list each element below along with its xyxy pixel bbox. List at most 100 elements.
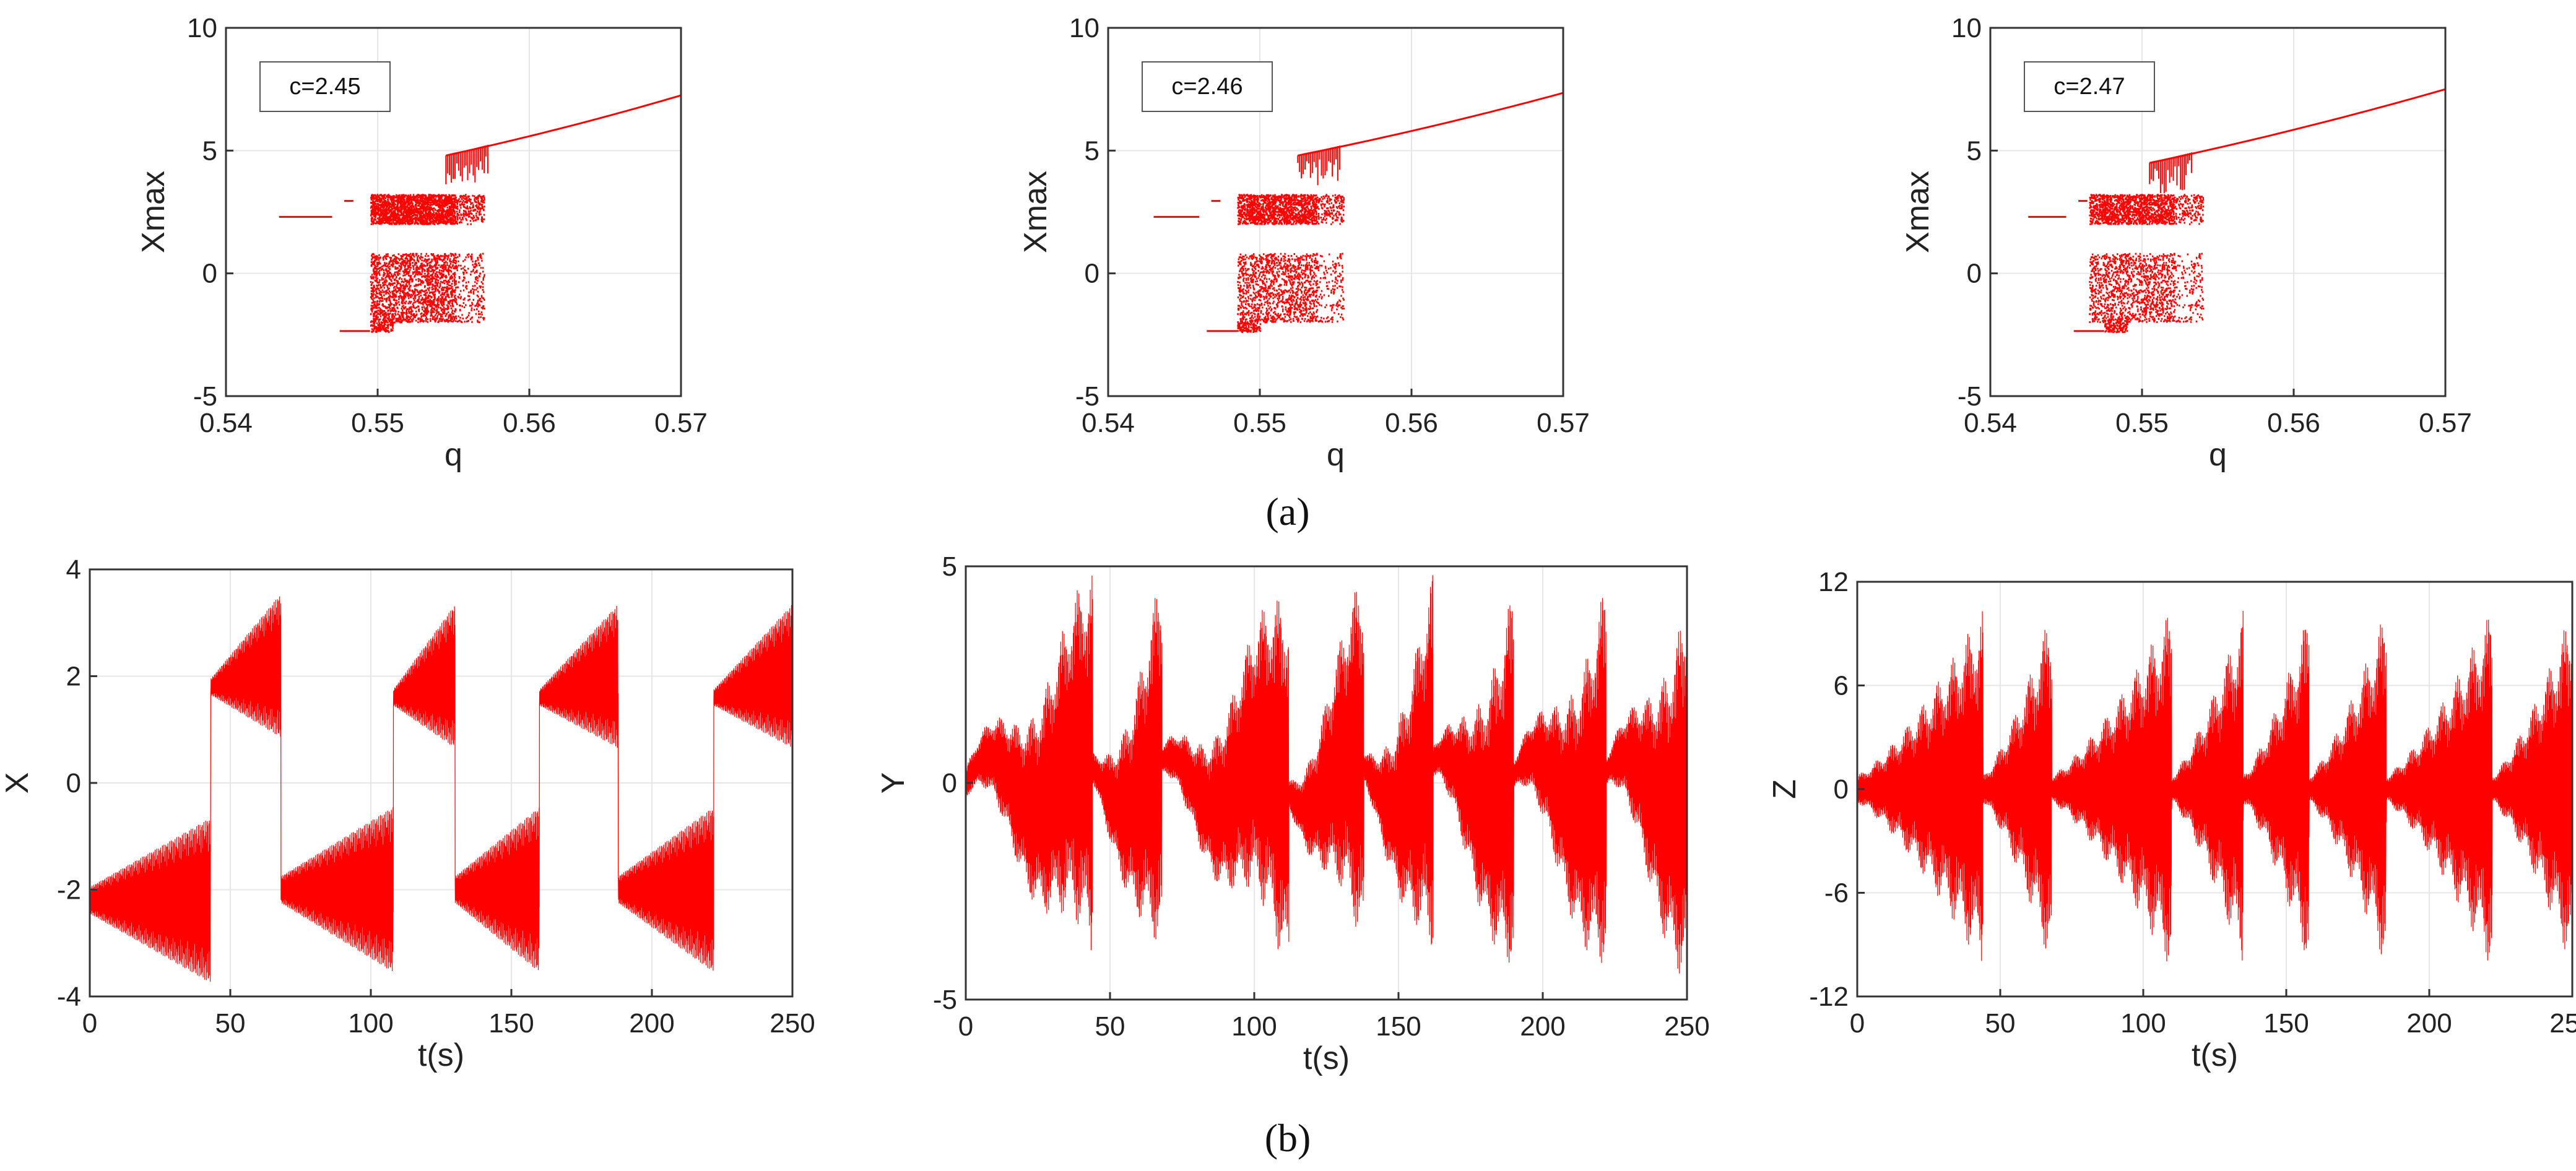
- x-tick-label: 200: [629, 1008, 674, 1039]
- chaotic-points: [2089, 194, 2205, 334]
- y-axis-label: X: [0, 772, 35, 794]
- annotation-box: [2024, 61, 2155, 112]
- panel-bif1: 0.54 0.55 0.56 0.57 -5 0 5 10 q Xmax c=2.45: [136, 13, 708, 473]
- y-axis-label: Xmax: [136, 171, 171, 253]
- y-tick-label: 12: [1818, 567, 1849, 597]
- x-tick-label: 0.55: [1233, 408, 1286, 438]
- transition-marks: [445, 145, 488, 184]
- y-tick-label: -5: [1958, 381, 1982, 412]
- series-bif2: [1153, 92, 1564, 334]
- x-tick-label: 0.57: [1537, 408, 1590, 438]
- series-bif1: [279, 94, 682, 334]
- annotation-box: [1142, 61, 1273, 112]
- chaotic-points: [370, 194, 485, 334]
- x-tick-label: 100: [1231, 1011, 1277, 1042]
- x-axis-label: q: [445, 437, 462, 473]
- x-tick-label: 0.55: [2115, 408, 2169, 438]
- y-tick-label: 5: [202, 136, 217, 166]
- panel-tsX: 0 50 100 150 200 250 -4 -2 0 2 4 t(s) X: [0, 555, 815, 1073]
- axes-box: [225, 27, 682, 397]
- x-tick-label: 0: [82, 1008, 97, 1039]
- x-tick-label: 0.54: [1964, 408, 2017, 438]
- x-axis-label: t(s): [2192, 1037, 2238, 1073]
- x-axis-label: q: [2209, 437, 2227, 473]
- x-tick-label: 50: [1095, 1011, 1125, 1042]
- x-tick-label: 100: [2120, 1008, 2166, 1039]
- x-tick-label: 0: [1850, 1008, 1865, 1039]
- y-tick-label: 6: [1834, 671, 1849, 701]
- y-tick-label: -5: [933, 985, 957, 1015]
- x-tick-label: 0.56: [1385, 408, 1438, 438]
- transition-marks: [1297, 145, 1340, 186]
- x-tick-label: 50: [1985, 1008, 2016, 1039]
- y-tick-label: 5: [942, 551, 957, 582]
- x-tick-label: 0.55: [351, 408, 404, 438]
- y-tick-label: -5: [193, 381, 217, 412]
- panel-bif2: 0.54 0.55 0.56 0.57 -5 0 5 10 q Xmax c=2.46: [1018, 13, 1590, 473]
- x-tick-label: 0: [958, 1011, 973, 1042]
- x-tick-label: 100: [348, 1008, 393, 1039]
- x-tick-label: 250: [770, 1008, 815, 1039]
- periodic-branch: [445, 94, 682, 157]
- y-axis-label: Y: [875, 772, 911, 794]
- y-tick-label: 10: [187, 13, 217, 43]
- annotation-label: c=2.47: [2053, 74, 2125, 100]
- y-tick-label: 4: [66, 555, 81, 585]
- x-tick-label: 0.57: [654, 408, 708, 438]
- y-tick-label: -12: [1809, 982, 1849, 1012]
- x-axis-label: t(s): [1303, 1040, 1350, 1076]
- y-tick-label: 0: [202, 259, 217, 289]
- y-tick-label: 0: [66, 768, 81, 798]
- y-tick-label: 10: [1951, 13, 1982, 43]
- y-axis-label: Xmax: [1018, 171, 1054, 253]
- annotation-label: c=2.45: [289, 74, 360, 100]
- x-tick-label: 250: [2549, 1008, 2576, 1039]
- series-tsX: [89, 596, 793, 982]
- annotation-label: c=2.46: [1171, 74, 1242, 100]
- axes-box: [1107, 27, 1564, 397]
- panel-bif3: 0.54 0.55 0.56 0.57 -5 0 5 10 q Xmax c=2.47: [1900, 13, 2472, 473]
- x-tick-label: 0.56: [503, 408, 556, 438]
- chaotic-points: [1237, 194, 1345, 334]
- y-tick-label: 10: [1069, 13, 1099, 43]
- series-bif3: [2028, 88, 2446, 334]
- y-tick-label: -2: [57, 875, 81, 905]
- transition-marks: [2149, 152, 2192, 194]
- y-axis-label: Z: [1767, 779, 1803, 799]
- x-tick-label: 150: [488, 1008, 534, 1039]
- timeseries-line: [965, 575, 1688, 974]
- y-tick-label: 5: [1967, 136, 1982, 166]
- x-tick-label: 0.56: [2267, 408, 2320, 438]
- x-tick-label: 0.54: [199, 408, 253, 438]
- x-tick-label: 0.54: [1082, 408, 1135, 438]
- series-tsY: [965, 575, 1688, 974]
- x-tick-label: 200: [1520, 1011, 1565, 1042]
- y-tick-label: 0: [1834, 774, 1849, 805]
- caption-a: (a): [1265, 490, 1309, 534]
- y-tick-label: -6: [1824, 878, 1849, 909]
- timeseries-line: [89, 596, 793, 982]
- x-axis-label: q: [1327, 437, 1345, 473]
- y-axis-label: Xmax: [1900, 171, 1936, 253]
- annotation-box: [259, 61, 391, 112]
- x-tick-label: 50: [215, 1008, 246, 1039]
- x-tick-label: 0.57: [2419, 408, 2472, 438]
- y-tick-label: 0: [942, 768, 957, 798]
- y-tick-label: -5: [1075, 381, 1099, 412]
- periodic-branch: [2149, 88, 2446, 164]
- x-tick-label: 150: [2263, 1008, 2309, 1039]
- x-axis-label: t(s): [418, 1037, 464, 1073]
- y-tick-label: 0: [1967, 259, 1982, 289]
- x-tick-label: 200: [2406, 1008, 2452, 1039]
- caption-b: (b): [1265, 1116, 1311, 1160]
- panel-tsZ: 0 50 100 150 200 250 -12 -6 0 6 12 t(s) Z: [1767, 567, 2576, 1073]
- x-tick-label: 250: [1664, 1011, 1709, 1042]
- y-tick-label: -4: [57, 982, 81, 1012]
- periodic-branch: [1297, 92, 1564, 157]
- timeseries-line: [1857, 610, 2573, 962]
- y-tick-label: 5: [1085, 136, 1099, 166]
- y-tick-label: 2: [66, 662, 81, 692]
- y-tick-label: 0: [1085, 259, 1099, 289]
